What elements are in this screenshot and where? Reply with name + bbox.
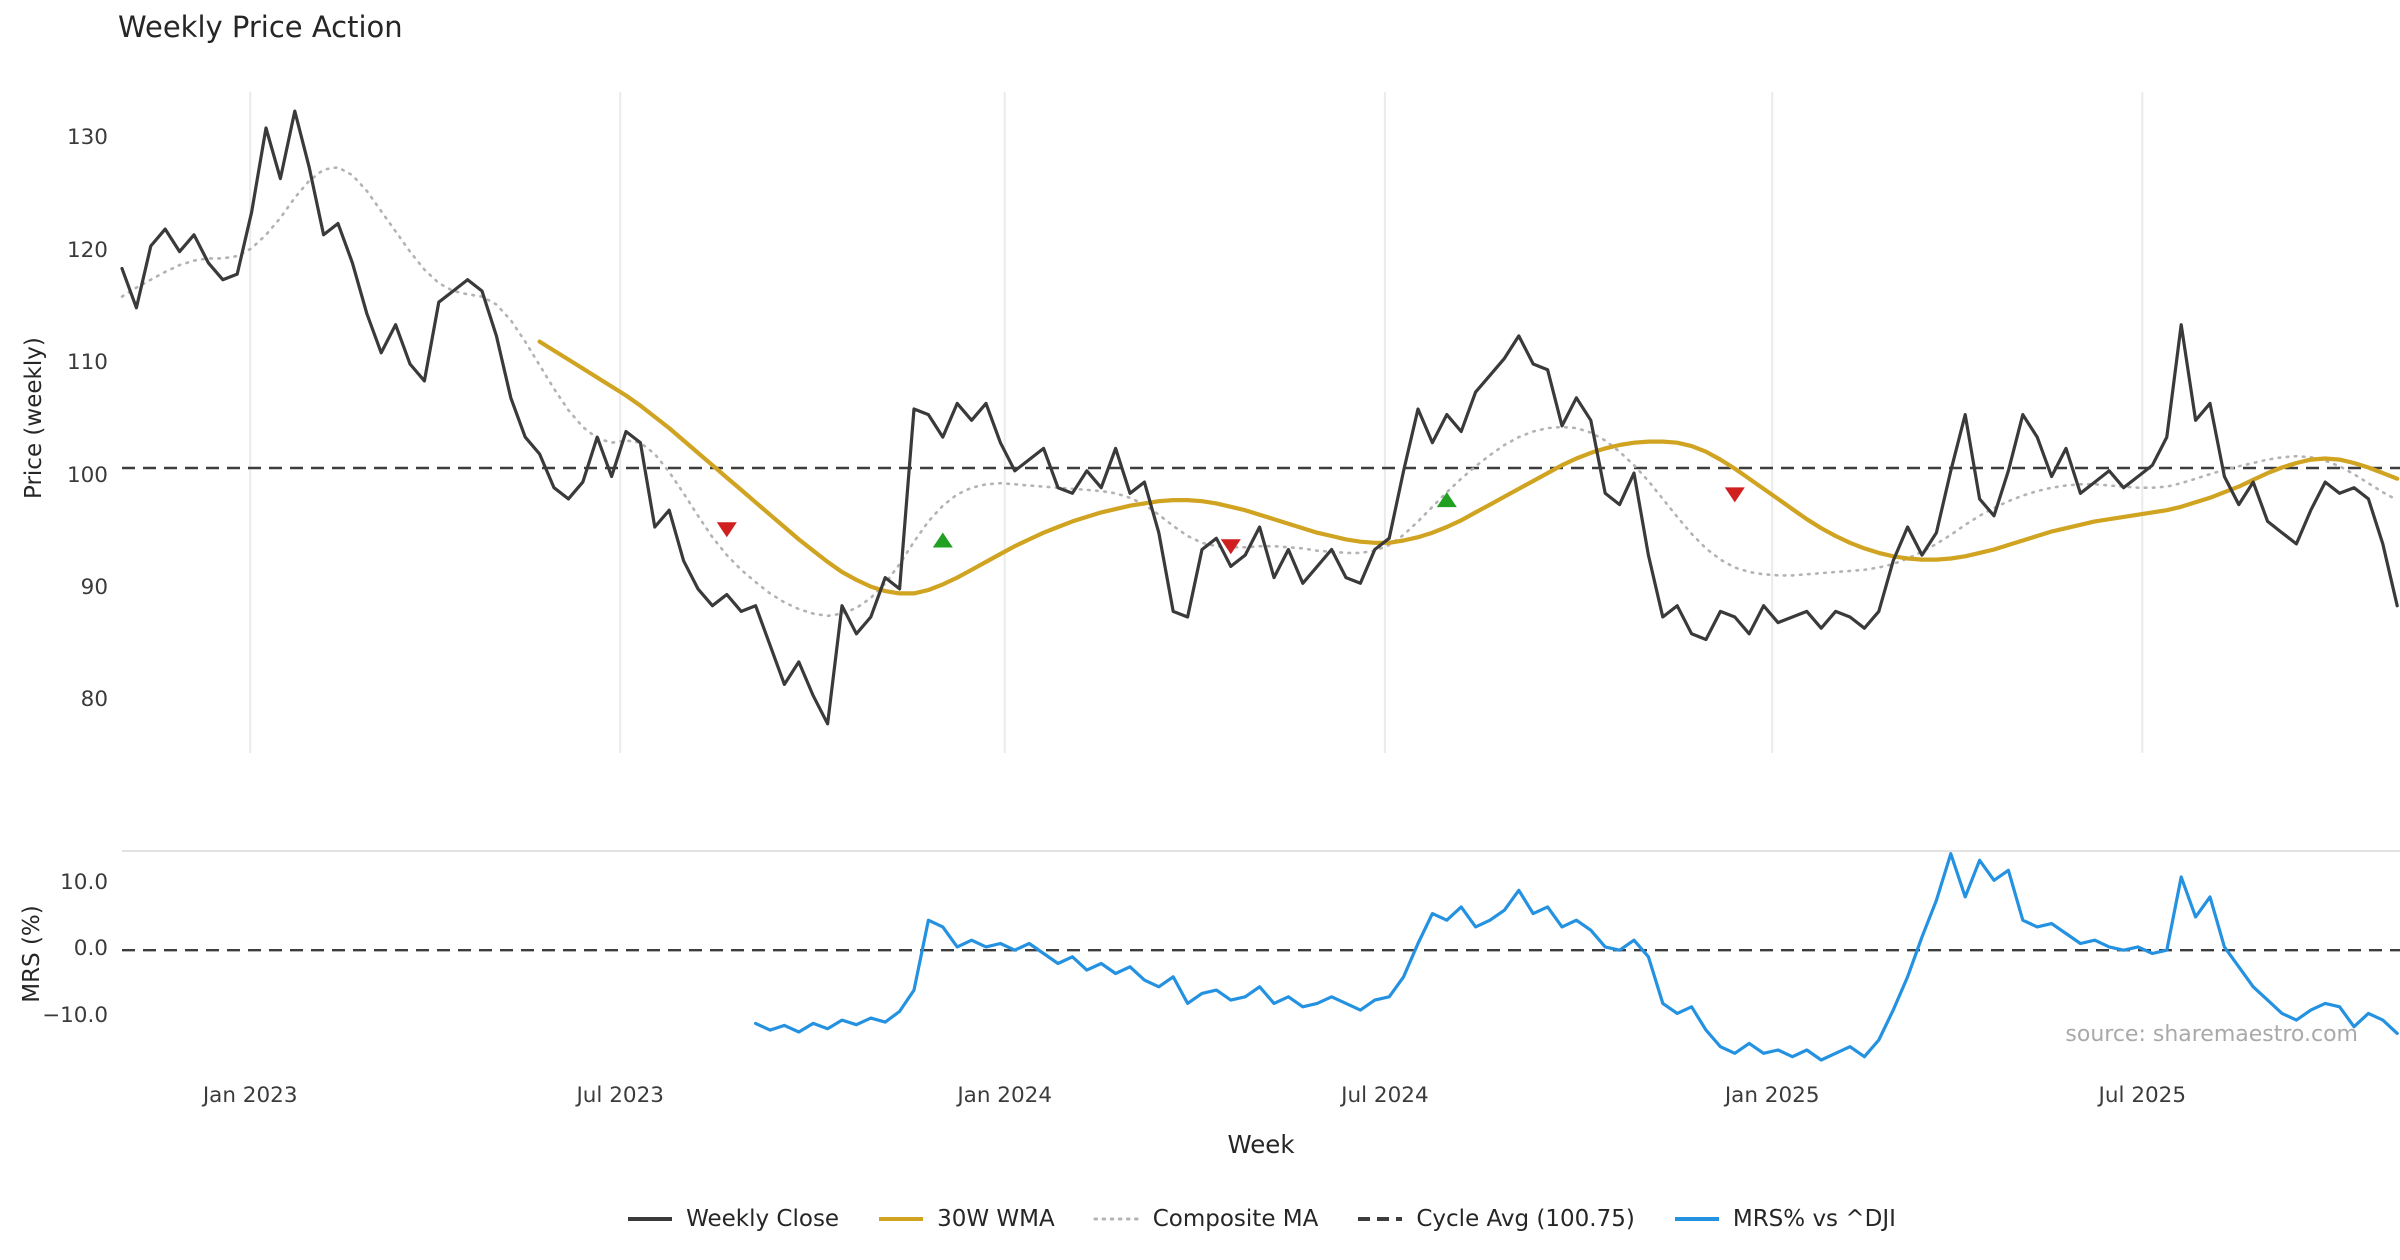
price-ytick-90: 90: [80, 574, 108, 600]
xtick-jul-2023: Jul 2023: [576, 1083, 664, 1108]
buy-signal-marker: [1436, 492, 1457, 508]
legend-item-cycle-avg-100-75: Cycle Avg (100.75): [1356, 1206, 1635, 1232]
legend-swatch-dashed-icon: [1358, 1217, 1403, 1221]
legend-item-30w-wma: 30W WMA: [877, 1206, 1055, 1232]
mrs-ytick--10: −10.0: [42, 1002, 108, 1028]
mrs-ytick-0: 0.0: [73, 936, 108, 962]
legend-label: 30W WMA: [937, 1206, 1055, 1232]
legend-item-weekly-close: Weekly Close: [626, 1206, 839, 1232]
xtick-jan-2024: Jan 2024: [957, 1083, 1053, 1108]
legend-swatch-solid-icon: [879, 1217, 924, 1221]
sell-signal-marker: [1220, 539, 1241, 555]
price-ytick-110: 110: [66, 350, 108, 375]
xtick-jul-2025: Jul 2025: [2098, 1083, 2187, 1108]
30w-wma-line: [537, 339, 2400, 596]
legend-label: Composite MA: [1152, 1206, 1319, 1232]
composite-ma-line: [120, 166, 2399, 618]
legend-label: Cycle Avg (100.75): [1416, 1206, 1635, 1232]
price-ytick-100: 100: [66, 462, 108, 488]
legend-swatch-solid-icon: [628, 1217, 673, 1221]
chart-title: Weekly Price Action: [118, 10, 403, 44]
legend-swatch-solid-icon: [1674, 1217, 1719, 1221]
price-ytick-130: 130: [66, 125, 108, 151]
legend-swatch-dotted-icon: [1093, 1217, 1141, 1221]
weekly-close-line: [120, 109, 2399, 726]
legend: Weekly Close 30W WMA Composite MA Cycle Avg…: [122, 1206, 2400, 1232]
xtick-jul-2024: Jul 2024: [1341, 1083, 1429, 1108]
sell-signal-marker: [1724, 487, 1745, 503]
mrs-ytick-10: 10.0: [60, 869, 108, 895]
xtick-jan-2025: Jan 2025: [1724, 1083, 1820, 1108]
mrs-vs-dji-line: [753, 852, 2399, 1062]
sell-signal-marker: [716, 522, 737, 538]
legend-label: MRS% vs ^DJI: [1732, 1206, 1896, 1232]
legend-item-mrs-vs-dji: MRS% vs ^DJI: [1673, 1206, 1896, 1232]
xtick-jan-2023: Jan 2023: [202, 1083, 298, 1108]
source-watermark: source: sharemaestro.com: [2065, 1022, 2358, 1047]
legend-label: Weekly Close: [686, 1206, 840, 1232]
buy-signal-marker: [932, 532, 953, 548]
x-axis-label: Week: [1227, 1130, 1295, 1159]
price-ytick-120: 120: [66, 237, 108, 263]
price-ytick-80: 80: [80, 687, 108, 713]
legend-item-composite-ma: Composite MA: [1093, 1206, 1319, 1232]
